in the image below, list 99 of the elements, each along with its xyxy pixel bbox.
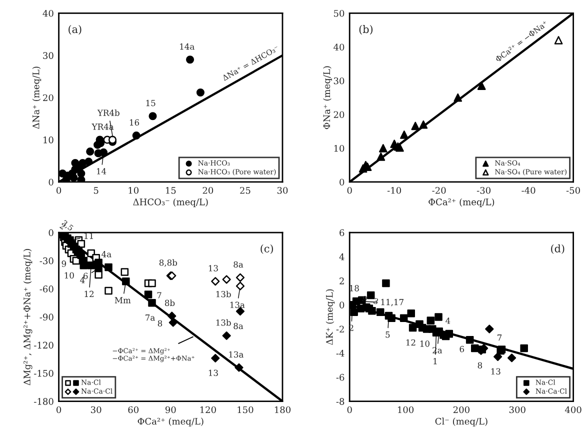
annotation: 8 — [478, 362, 482, 369]
annotation: 14a — [180, 43, 194, 50]
y-axis-title: ΦNa⁺ (meq/L) — [323, 66, 332, 130]
annotation: 4 — [446, 318, 450, 324]
x-tick-label: 30 — [277, 186, 288, 194]
y-tick-label: -4 — [336, 350, 344, 357]
x-tick-label: -40 — [522, 186, 536, 194]
x-tick-label: -10 — [387, 186, 402, 194]
y-tick-label: -8 — [336, 398, 344, 405]
annotation: 5 — [386, 332, 390, 338]
y-tick-label: 2 — [340, 278, 344, 284]
x-axis-title: Cl⁻ (meq/L) — [435, 418, 488, 426]
y-tick-label: 0 — [48, 229, 54, 236]
y-tick-label: 0 — [48, 178, 54, 186]
annotation: 13 — [208, 265, 218, 272]
x-tick-label: 0 — [347, 406, 352, 414]
annotation: 1 — [434, 358, 437, 364]
x-tick-label: 20 — [202, 186, 214, 194]
y-tick-label: -6 — [336, 374, 344, 381]
annotation: 13 — [208, 370, 218, 376]
annotation: 7 — [157, 292, 162, 298]
annotation: 11 — [84, 232, 93, 239]
annotation: 8,8b — [159, 259, 178, 267]
x-axis-title: ΦCa²⁺ (meq/L) — [428, 198, 494, 208]
annotation: 13 — [491, 368, 500, 375]
annotation: 8 — [158, 320, 162, 327]
x-axis-title: ΦCa²⁺ (meq/L) — [138, 418, 204, 426]
annotation: 6 — [84, 272, 88, 280]
y-tick-label: -120 — [34, 342, 54, 349]
annotation: 13a — [230, 302, 245, 308]
annotation: 7 — [498, 334, 502, 341]
x-tick-label: 180 — [274, 406, 291, 414]
y-tick-label: 30 — [43, 52, 54, 59]
y-tick-label: 10 — [44, 136, 54, 144]
annotation: 10 — [64, 272, 74, 279]
x-tick-label: 10 — [128, 186, 139, 194]
y-tick-label: -90 — [40, 314, 54, 321]
text: (b) — [359, 25, 373, 35]
y-tick-label: 6 — [340, 229, 344, 236]
y-tick-label: 20 — [334, 111, 344, 118]
y-tick-label: 30 — [334, 77, 344, 84]
annotation: YR4b — [97, 109, 120, 116]
x-tick-label: 0 — [347, 186, 352, 194]
x-tick-label: 30 — [91, 406, 102, 414]
x-tick-label: -50 — [566, 186, 580, 194]
y-tick-label: 0 — [340, 178, 344, 186]
y-axis-title: ΔNa⁺ (meq/L) — [32, 66, 42, 129]
annotation: 4a — [102, 251, 112, 258]
y-tick-label: -60 — [40, 286, 54, 292]
annotation: 8b — [164, 300, 175, 306]
y-axis-title: ΔMg²⁺, ΔMg²⁺+ΦNa⁺ (meq/L) — [23, 249, 32, 386]
y-tick-label: 0 — [340, 302, 344, 308]
y-tick-label: -150 — [34, 370, 54, 377]
annotation: 13b — [216, 319, 231, 326]
annotation: 12 — [406, 339, 416, 346]
x-tick-label: 300 — [509, 406, 526, 414]
annotation: 6 — [460, 346, 464, 352]
y-tick-label: 10 — [334, 144, 344, 152]
y-tick-label: 4 — [339, 253, 344, 260]
y-tick-label: -2 — [336, 326, 344, 332]
y-tick-label: 50 — [334, 10, 344, 17]
x-tick-label: 200 — [453, 406, 470, 414]
x-tick-label: -30 — [476, 186, 490, 194]
text: (c) — [260, 244, 273, 254]
x-tick-label: 400 — [564, 406, 582, 414]
text: (d) — [551, 244, 564, 254]
y-tick-label: -30 — [40, 257, 54, 264]
y-tick-label: 40 — [334, 44, 344, 51]
y-axis-title: ΔK⁺ (meq/L) — [326, 289, 335, 345]
annotation: 12 — [84, 290, 94, 297]
x-tick-label: 120 — [200, 406, 216, 414]
y-tick-label: 20 — [43, 94, 54, 102]
annotation: 13b — [216, 290, 231, 298]
annotation: 15 — [146, 100, 156, 106]
annotation: 8a — [234, 322, 244, 330]
x-axis-title: ΔHCO₃⁻ (meq/L) — [133, 198, 208, 208]
x-tick-label: 90 — [165, 406, 176, 414]
text: (a) — [68, 25, 82, 35]
annotation: 13a — [229, 351, 244, 358]
x-tick-label: 0 — [56, 406, 62, 414]
annotation: Mm — [114, 297, 131, 304]
annotation: 10 — [420, 340, 430, 347]
annotation: 16 — [130, 119, 140, 126]
annotation: 8a — [234, 261, 244, 268]
y-tick-label: 40 — [42, 10, 54, 17]
annotation: 14 — [97, 168, 106, 174]
x-tick-label: 150 — [238, 406, 254, 414]
x-tick-label: 60 — [128, 406, 139, 414]
x-tick-label: 0 — [56, 186, 62, 194]
x-tick-label: 100 — [398, 406, 414, 414]
annotation: 11,17 — [381, 298, 404, 306]
x-tick-label: 25 — [240, 186, 250, 194]
annotation: 9 — [62, 260, 66, 267]
annotation: 7a — [146, 314, 155, 321]
x-tick-label: 5 — [94, 187, 98, 194]
x-tick-label: -20 — [432, 186, 446, 194]
y-tick-label: -180 — [34, 398, 54, 405]
annotation: 4 — [80, 276, 85, 284]
x-tick-label: 15 — [166, 186, 176, 194]
